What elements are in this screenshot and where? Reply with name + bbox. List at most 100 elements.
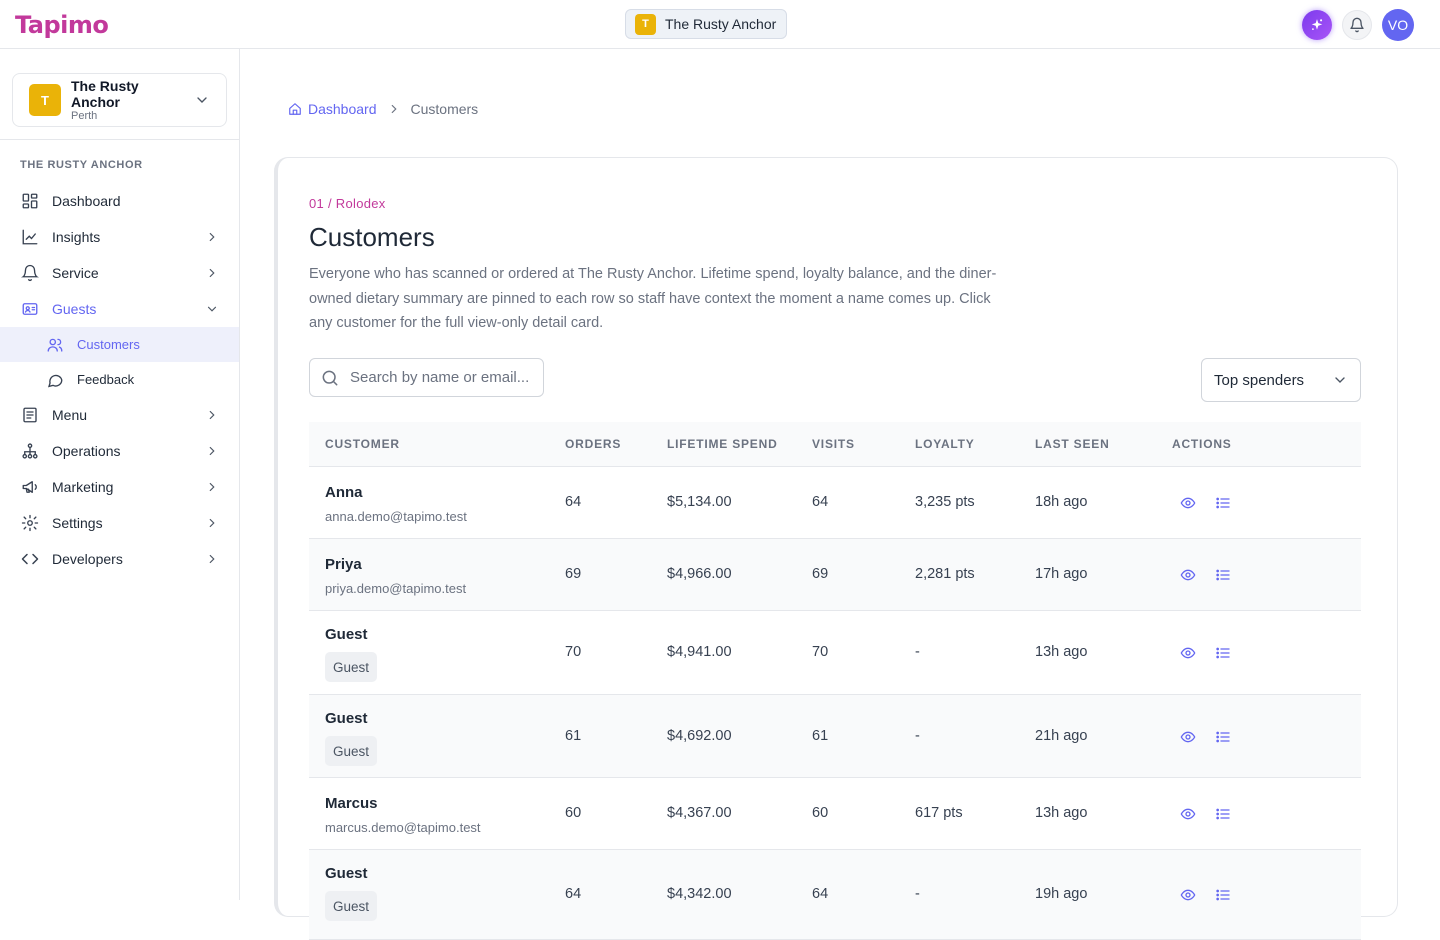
breadcrumb-label: Dashboard bbox=[308, 101, 377, 117]
chevron-right-icon bbox=[209, 410, 215, 420]
orders-count: 70 bbox=[565, 644, 582, 660]
customer-name[interactable]: Guest bbox=[325, 865, 368, 882]
column-header-customer[interactable]: CUSTOMER bbox=[325, 437, 400, 451]
chevron-right-icon bbox=[209, 232, 215, 242]
venue-badge: T bbox=[29, 84, 61, 116]
bell-icon bbox=[1350, 17, 1364, 33]
sidebar-item-label: Operations bbox=[52, 443, 121, 459]
sidebar-item-label: Customers bbox=[77, 337, 140, 352]
sidebar-item-label: Feedback bbox=[77, 372, 135, 387]
lifetime-spend: $4,367.00 bbox=[667, 805, 732, 821]
column-header-lifetime-spend[interactable]: LIFETIME SPEND bbox=[667, 437, 778, 451]
search-input[interactable] bbox=[350, 369, 540, 386]
customer-name[interactable]: Guest bbox=[325, 710, 368, 727]
sidebar-item-insights[interactable]: Insights bbox=[0, 219, 239, 255]
view-eye-icon[interactable] bbox=[1180, 729, 1196, 745]
view-eye-icon[interactable] bbox=[1180, 887, 1196, 903]
sidebar-item-service[interactable]: Service bbox=[0, 255, 239, 291]
sidebar-item-guests[interactable]: Guests bbox=[0, 291, 239, 327]
sidebar-item-dashboard[interactable]: Dashboard bbox=[0, 183, 239, 219]
customer-name[interactable]: Priya bbox=[325, 556, 362, 573]
guest-tag: Guest bbox=[325, 652, 378, 682]
orders-count: 69 bbox=[565, 566, 582, 582]
table-row[interactable]: Guest Guest 61 $4,692.00 61 - 21h ago bbox=[309, 695, 1361, 778]
gear-icon bbox=[21, 514, 39, 532]
venue-city: Perth bbox=[71, 109, 98, 122]
last-seen: 19h ago bbox=[1035, 886, 1088, 902]
table-row[interactable]: Marcus marcus.demo@tapimo.test 60 $4,367.00… bbox=[309, 778, 1361, 850]
list-icon[interactable] bbox=[1215, 567, 1231, 583]
top-bar: Tapimo T The Rusty Anchor VO bbox=[0, 0, 1440, 49]
lifetime-spend: $4,342.00 bbox=[667, 886, 732, 902]
sidebar-item-feedback[interactable]: Feedback bbox=[0, 362, 239, 397]
list-icon[interactable] bbox=[1215, 887, 1231, 903]
sort-select[interactable]: Top spenders bbox=[1201, 358, 1361, 402]
sidebar-item-operations[interactable]: Operations bbox=[0, 433, 239, 469]
sidebar-item-customers[interactable]: Customers bbox=[0, 327, 239, 362]
sitemap-icon bbox=[22, 443, 38, 459]
visits-count: 64 bbox=[812, 886, 829, 902]
section-label: THE RUSTY ANCHOR bbox=[20, 159, 143, 171]
table-row[interactable]: Anna anna.demo@tapimo.test 64 $5,134.00 64 3,… bbox=[309, 467, 1361, 539]
list-icon[interactable] bbox=[1215, 645, 1231, 661]
table-header: CUSTOMER ORDERS LIFETIME SPEND VISITS LO… bbox=[309, 422, 1361, 467]
column-header-last-seen[interactable]: LAST SEEN bbox=[1035, 437, 1110, 451]
loyalty-balance: - bbox=[915, 728, 920, 744]
visits-count: 64 bbox=[812, 494, 829, 510]
customer-email: anna.demo@tapimo.test bbox=[325, 509, 467, 524]
column-header-loyalty[interactable]: LOYALTY bbox=[915, 437, 975, 451]
sidebar-nav: Dashboard Insights Service Guests Custom… bbox=[0, 183, 239, 577]
column-header-orders[interactable]: ORDERS bbox=[565, 437, 622, 451]
table-row[interactable]: Guest Guest 64 $4,342.00 64 - 19h ago bbox=[309, 850, 1361, 940]
breadcrumb-dashboard-link[interactable]: Dashboard bbox=[288, 101, 377, 117]
search-icon bbox=[322, 370, 338, 385]
chevron-right-icon bbox=[209, 268, 215, 278]
list-icon[interactable] bbox=[1215, 729, 1231, 745]
last-seen: 18h ago bbox=[1035, 494, 1088, 510]
venue-switcher-pill[interactable]: T The Rusty Anchor bbox=[625, 9, 788, 39]
sparkle-icon bbox=[1311, 19, 1323, 30]
sidebar-item-marketing[interactable]: Marketing bbox=[0, 469, 239, 505]
customer-name[interactable]: Marcus bbox=[325, 795, 378, 812]
orders-count: 64 bbox=[565, 494, 582, 510]
lifetime-spend: $4,692.00 bbox=[667, 728, 732, 744]
table-row[interactable]: Priya priya.demo@tapimo.test 69 $4,966.00 69… bbox=[309, 539, 1361, 611]
sidebar-item-developers[interactable]: Developers bbox=[0, 541, 239, 577]
sidebar: T The Rusty Anchor Perth THE RUSTY ANCHO… bbox=[0, 49, 240, 900]
sidebar-item-menu[interactable]: Menu bbox=[0, 397, 239, 433]
users-icon bbox=[47, 338, 63, 352]
user-avatar[interactable]: VO bbox=[1382, 9, 1414, 41]
guest-tag: Guest bbox=[325, 891, 378, 921]
customer-name[interactable]: Anna bbox=[325, 484, 363, 501]
guest-tag: Guest bbox=[325, 736, 378, 766]
table-row[interactable]: Guest Guest 70 $4,941.00 70 - 13h ago bbox=[309, 611, 1361, 695]
dashboard-icon bbox=[22, 193, 38, 209]
code-icon bbox=[21, 553, 39, 565]
list-icon[interactable] bbox=[1215, 806, 1231, 822]
list-icon[interactable] bbox=[1215, 495, 1231, 511]
sidebar-item-label: Settings bbox=[52, 515, 103, 531]
view-eye-icon[interactable] bbox=[1180, 495, 1196, 511]
notifications-button[interactable] bbox=[1342, 10, 1372, 40]
view-eye-icon[interactable] bbox=[1180, 806, 1196, 822]
venue-selector[interactable]: T The Rusty Anchor Perth bbox=[12, 73, 227, 127]
ai-assistant-button[interactable] bbox=[1302, 10, 1332, 40]
tapimo-logo[interactable]: Tapimo bbox=[15, 11, 109, 39]
customer-name[interactable]: Guest bbox=[325, 626, 368, 643]
search-field[interactable] bbox=[309, 358, 544, 397]
venue-name: The Rusty Anchor bbox=[71, 77, 139, 110]
view-eye-icon[interactable] bbox=[1180, 645, 1196, 661]
id-card-icon bbox=[22, 303, 38, 315]
loyalty-balance: - bbox=[915, 886, 920, 902]
orders-count: 61 bbox=[565, 728, 582, 744]
sidebar-item-label: Guests bbox=[52, 301, 97, 317]
visits-count: 60 bbox=[812, 805, 829, 821]
bell-icon bbox=[21, 264, 39, 282]
breadcrumb: Dashboard Customers bbox=[288, 101, 478, 117]
column-header-actions: ACTIONS bbox=[1172, 437, 1232, 451]
customers-table: CUSTOMER ORDERS LIFETIME SPEND VISITS LO… bbox=[309, 422, 1361, 940]
sidebar-item-label: Developers bbox=[52, 551, 123, 567]
sidebar-item-settings[interactable]: Settings bbox=[0, 505, 239, 541]
view-eye-icon[interactable] bbox=[1180, 567, 1196, 583]
column-header-visits[interactable]: VISITS bbox=[812, 437, 855, 451]
